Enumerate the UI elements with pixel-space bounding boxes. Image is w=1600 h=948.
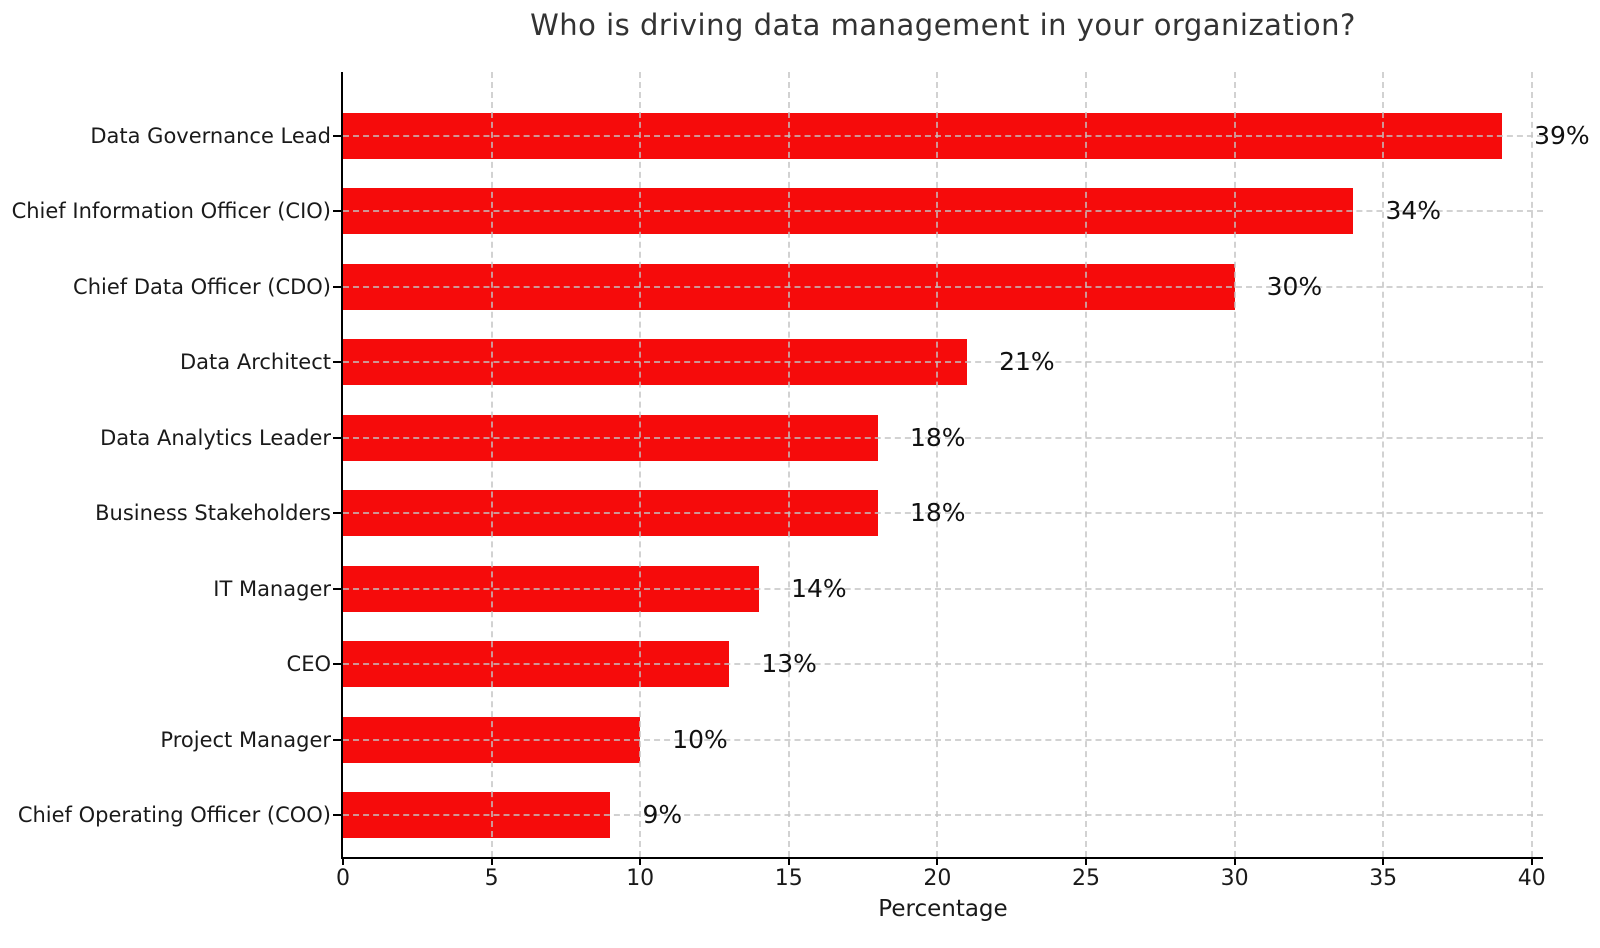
category-label: Business Stakeholders bbox=[95, 501, 331, 526]
x-tick-label: 20 bbox=[923, 866, 952, 891]
y-tick-mark bbox=[333, 436, 341, 439]
category-label: Data Analytics Leader bbox=[100, 425, 331, 450]
y-axis-spine bbox=[341, 72, 343, 859]
bar-value-label: 10% bbox=[672, 724, 728, 754]
x-tick-label: 10 bbox=[626, 866, 655, 891]
x-tick-label: 30 bbox=[1220, 866, 1249, 891]
y-tick-mark bbox=[333, 285, 341, 288]
y-tick-mark bbox=[333, 210, 341, 213]
x-axis-spine bbox=[341, 857, 1543, 859]
y-tick-mark bbox=[333, 663, 341, 666]
bar-value-label: 14% bbox=[791, 573, 847, 603]
bar-value-label: 21% bbox=[999, 347, 1055, 377]
y-tick-mark bbox=[333, 135, 341, 137]
category-label: IT Manager bbox=[213, 576, 331, 601]
category-label: Chief Operating Officer (COO) bbox=[17, 802, 331, 827]
plot-area: 39% 34% 30% 21% 18% 18% 14% 13% 10% 9% bbox=[341, 72, 1590, 859]
x-tick-mark bbox=[787, 857, 790, 865]
y-tick-mark bbox=[333, 813, 341, 816]
x-axis-title: Percentage bbox=[878, 896, 1008, 922]
x-tick-mark bbox=[1233, 857, 1236, 865]
bar-value-label: 39% bbox=[1534, 121, 1590, 150]
x-tick-label: 25 bbox=[1072, 866, 1100, 891]
x-tick-mark bbox=[936, 857, 939, 865]
x-tick-mark bbox=[1530, 857, 1533, 865]
category-label: Data Architect bbox=[180, 350, 331, 375]
bar-value-label: 13% bbox=[761, 649, 817, 679]
category-label: Chief Information Officer (CIO) bbox=[11, 199, 331, 224]
x-tick-mark bbox=[490, 857, 493, 865]
category-label: Data Governance Lead bbox=[90, 124, 331, 148]
bar-value-label: 9% bbox=[642, 799, 683, 829]
bar-value-label: 30% bbox=[1266, 271, 1323, 301]
y-tick-mark bbox=[333, 587, 341, 590]
x-tick-label: 15 bbox=[774, 866, 803, 891]
bar-value-label: 18% bbox=[909, 422, 966, 452]
bar-value-label: 34% bbox=[1385, 196, 1442, 226]
category-label: CEO bbox=[286, 652, 331, 677]
x-tick-mark bbox=[639, 857, 642, 865]
x-tick-label: 40 bbox=[1517, 866, 1546, 891]
y-tick-mark bbox=[333, 512, 341, 515]
chart-title: Who is driving data management in your o… bbox=[530, 8, 1356, 42]
x-tick-mark bbox=[1085, 857, 1087, 865]
category-label: Project Manager bbox=[160, 727, 331, 752]
bar-value-label: 18% bbox=[909, 498, 966, 528]
x-tick-label: 5 bbox=[484, 866, 499, 891]
x-tick-label: 35 bbox=[1369, 866, 1398, 891]
value-labels-layer: 39% 34% 30% 21% 18% 18% 14% 13% 10% 9% bbox=[343, 72, 1589, 857]
y-tick-mark bbox=[333, 738, 341, 741]
x-tick-mark bbox=[1382, 857, 1385, 865]
y-tick-mark bbox=[333, 361, 341, 364]
x-tick-label: 0 bbox=[336, 866, 350, 891]
x-tick-mark bbox=[342, 857, 344, 865]
category-label: Chief Data Officer (CDO) bbox=[73, 274, 331, 299]
